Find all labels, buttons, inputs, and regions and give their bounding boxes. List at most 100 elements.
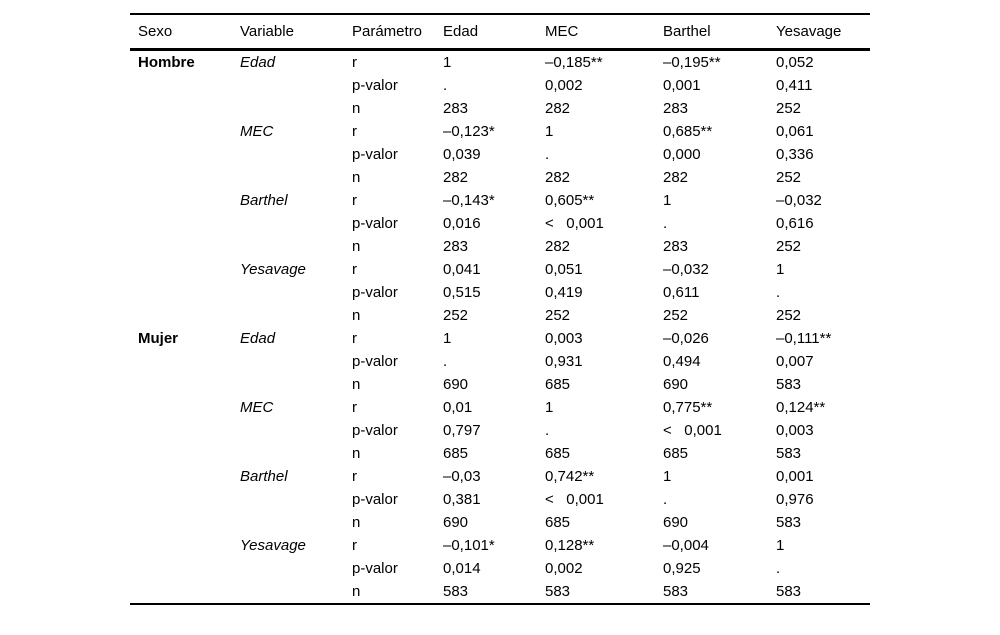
cell-variable: Barthel: [240, 468, 288, 485]
cell-mec: < 0,001: [545, 215, 604, 232]
table-row: p-valor . 0,002 0,001 0,411: [130, 74, 870, 97]
cell-parametro: p-valor: [352, 215, 398, 232]
table-row: Mujer Edad r 1 0,003 –0,026 –0,111**: [130, 327, 870, 350]
table-row: Hombre Edad r 1 –0,185** –0,195** 0,052: [130, 50, 870, 75]
cell-sexo: [130, 534, 240, 557]
cell-sexo: [130, 120, 240, 143]
cell-sexo: [130, 258, 240, 281]
cell-mec: .: [545, 422, 550, 439]
column-header-variable: Variable: [240, 14, 352, 51]
cell-mec: 685: [545, 445, 571, 462]
cell-mec: < 0,001: [545, 491, 604, 508]
cell-edad: –0,143*: [443, 192, 495, 209]
cell-edad: 1: [443, 330, 452, 347]
cell-parametro: n: [352, 445, 361, 462]
cell-barthel: 0,925: [663, 560, 701, 577]
cell-edad: 0,01: [443, 399, 473, 416]
cell-variable: [240, 235, 352, 258]
table-row: n 283 282 283 252: [130, 235, 870, 258]
cell-sexo: [130, 166, 240, 189]
cell-parametro: p-valor: [352, 491, 398, 508]
cell-barthel: 282: [663, 169, 689, 186]
cell-mec: 685: [545, 514, 571, 531]
cell-parametro: n: [352, 238, 361, 255]
cell-yesavage: 583: [776, 445, 802, 462]
cell-parametro: r: [352, 537, 357, 554]
cell-yesavage: 0,976: [776, 491, 814, 508]
cell-barthel: –0,195**: [663, 54, 721, 71]
cell-edad: 283: [443, 238, 469, 255]
cell-barthel: 0,494: [663, 353, 701, 370]
cell-barthel: 252: [663, 307, 689, 324]
cell-variable: [240, 419, 352, 442]
cell-mec: 685: [545, 376, 571, 393]
column-header-barthel: Barthel: [663, 14, 776, 51]
cell-mec: 0,128**: [545, 537, 595, 554]
cell-barthel: –0,004: [663, 537, 709, 554]
header-row: Sexo Variable Parámetro Edad MEC Barthel…: [130, 14, 870, 51]
cell-edad: 0,041: [443, 261, 481, 278]
cell-yesavage: 1: [776, 261, 785, 278]
cell-yesavage: 0,001: [776, 468, 814, 485]
table-row: p-valor . 0,931 0,494 0,007: [130, 350, 870, 373]
cell-sexo: [130, 419, 240, 442]
cell-barthel: .: [663, 215, 668, 232]
cell-barthel: 1: [663, 468, 672, 485]
cell-yesavage: 252: [776, 100, 802, 117]
column-header-mec: MEC: [545, 14, 663, 51]
cell-variable: [240, 373, 352, 396]
cell-mec: 1: [545, 399, 554, 416]
cell-variable: [240, 166, 352, 189]
cell-parametro: n: [352, 376, 361, 393]
cell-barthel: .: [663, 491, 668, 508]
cell-sexo: [130, 304, 240, 327]
cell-edad: 0,381: [443, 491, 481, 508]
cell-mec: .: [545, 146, 550, 163]
table-row: n 252 252 252 252: [130, 304, 870, 327]
cell-parametro: p-valor: [352, 284, 398, 301]
cell-mec: 0,742**: [545, 468, 595, 485]
cell-edad: 252: [443, 307, 469, 324]
cell-sexo: [130, 235, 240, 258]
cell-variable: [240, 350, 352, 373]
column-header-sexo: Sexo: [130, 14, 240, 51]
cell-variable: [240, 442, 352, 465]
cell-variable: [240, 143, 352, 166]
cell-yesavage: 0,124**: [776, 399, 826, 416]
cell-parametro: n: [352, 583, 361, 600]
cell-sexo: [130, 442, 240, 465]
cell-sexo: [130, 143, 240, 166]
cell-edad: 0,014: [443, 560, 481, 577]
cell-edad: 690: [443, 376, 469, 393]
table-row: p-valor 0,381 < 0,001 . 0,976: [130, 488, 870, 511]
cell-mec: 0,931: [545, 353, 583, 370]
cell-yesavage: 0,007: [776, 353, 814, 370]
cell-yesavage: 583: [776, 583, 802, 600]
cell-edad: .: [443, 353, 448, 370]
cell-mec: 0,003: [545, 330, 583, 347]
table-row: p-valor 0,515 0,419 0,611 .: [130, 281, 870, 304]
cell-sexo: [130, 189, 240, 212]
cell-variable: MEC: [240, 399, 274, 416]
cell-sexo: [130, 396, 240, 419]
table-row: n 283 282 283 252: [130, 97, 870, 120]
cell-barthel: –0,026: [663, 330, 709, 347]
cell-edad: .: [443, 77, 448, 94]
table-row: MEC r 0,01 1 0,775** 0,124**: [130, 396, 870, 419]
column-header-edad: Edad: [443, 14, 545, 51]
table-row: Barthel r –0,03 0,742** 1 0,001: [130, 465, 870, 488]
cell-sexo: [130, 488, 240, 511]
cell-parametro: p-valor: [352, 146, 398, 163]
cell-yesavage: .: [776, 284, 781, 301]
cell-yesavage: 0,336: [776, 146, 814, 163]
cell-edad: 685: [443, 445, 469, 462]
cell-yesavage: –0,032: [776, 192, 822, 209]
cell-parametro: r: [352, 330, 357, 347]
cell-yesavage: 1: [776, 537, 785, 554]
cell-variable: [240, 488, 352, 511]
cell-barthel: 0,001: [663, 77, 701, 94]
cell-edad: –0,123*: [443, 123, 495, 140]
cell-yesavage: 0,052: [776, 54, 814, 71]
cell-sexo: [130, 212, 240, 235]
cell-yesavage: 252: [776, 307, 802, 324]
